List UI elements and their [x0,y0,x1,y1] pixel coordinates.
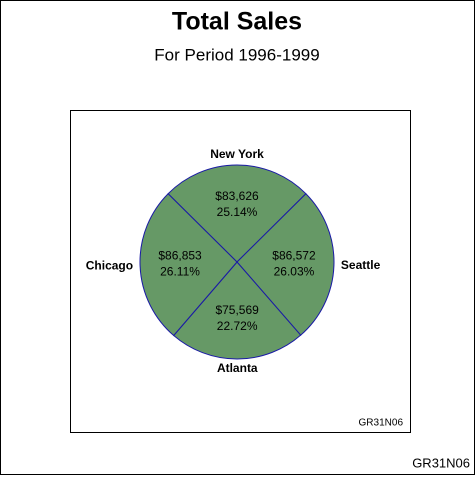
footnote: GR31N06 [412,455,470,470]
value-label: $75,569 [215,303,259,317]
category-label: Atlanta [217,361,258,375]
percent-label: 22.72% [217,319,258,333]
pie-slice [172,261,302,360]
percent-label: 26.03% [274,264,315,278]
chart-subtitle: For Period 1996-1999 [154,45,319,64]
plot-frame [70,110,411,433]
value-label: $86,853 [158,248,202,262]
category-label: Seattle [341,258,381,272]
value-label: $83,626 [215,189,259,203]
inner-note: GR31N06 [359,418,404,429]
category-label: Chicago [86,258,133,272]
category-label: New York [210,147,264,161]
pie-slice [139,193,238,337]
chart-title: Total Sales [172,8,302,36]
value-label: $86,572 [272,248,316,262]
pie-slice [167,164,307,263]
percent-label: 26.11% [160,264,200,278]
pie-slice [236,193,335,336]
percent-label: 25.14% [217,205,258,219]
